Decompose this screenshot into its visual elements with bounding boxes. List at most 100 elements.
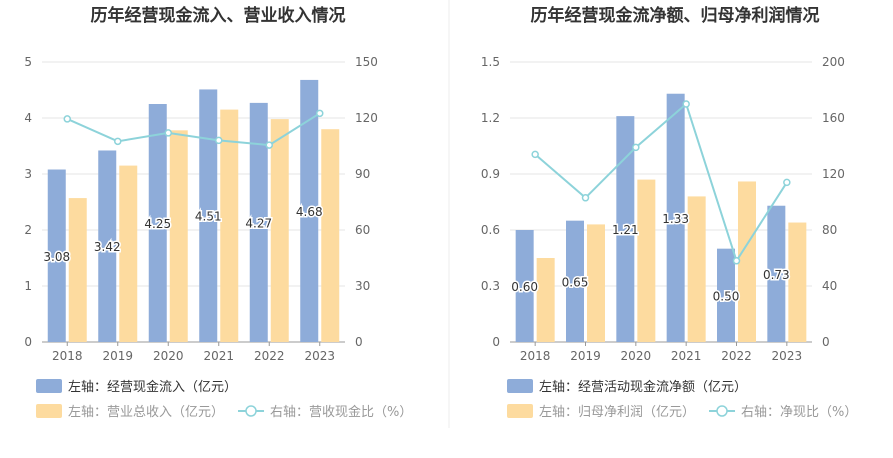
legend-swatch-bar: [36, 404, 62, 418]
x-tick-label: 2023: [304, 349, 335, 363]
bar-series-2: [119, 165, 138, 342]
legend-swatch-bar: [36, 379, 62, 393]
ratio-point: [114, 137, 122, 146]
y-right-tick-label: 30: [355, 279, 370, 293]
y-right-tick-label: 40: [822, 279, 837, 293]
ratio-point: [531, 150, 539, 159]
x-tick-label: 2021: [671, 349, 702, 363]
bar-series-2: [788, 222, 807, 342]
bar-series-2: [169, 130, 188, 342]
bar-series-2: [738, 181, 756, 342]
y-left-tick-label: 1: [24, 279, 32, 293]
y-left-tick-label: 3: [24, 167, 32, 181]
y-right-tick-label: 160: [822, 111, 845, 125]
y-right-tick-label: 120: [822, 167, 845, 181]
bar-data-label: 1.33: [662, 212, 689, 226]
bar-data-label: 4.51: [195, 210, 222, 224]
legend-swatch-bar: [507, 379, 533, 393]
ratio-point: [632, 143, 640, 152]
bar-series-2: [321, 129, 340, 342]
bar-data-label: 4.68: [296, 205, 323, 219]
x-tick-label: 2023: [772, 349, 803, 363]
bar-series-2: [68, 198, 87, 342]
bar-series-1: [249, 102, 268, 342]
bar-data-label: 3.08: [43, 250, 70, 264]
ratio-line: [534, 102, 788, 264]
y-right-tick-label: 0: [355, 335, 363, 349]
bar-data-label: 3.42: [94, 240, 121, 254]
y-right-tick-label: 0: [822, 335, 830, 349]
x-tick-label: 2021: [203, 349, 234, 363]
y-right-tick-label: 90: [355, 167, 370, 181]
x-tick-label: 2020: [621, 349, 652, 363]
x-tick-label: 2022: [254, 349, 285, 363]
bar-data-label: 4.27: [245, 216, 272, 230]
legend-swatch-bar: [507, 404, 533, 418]
y-right-tick-label: 120: [355, 111, 378, 125]
x-tick-label: 2020: [153, 349, 184, 363]
legend-label: 左轴：经营现金流入（亿元）: [68, 379, 237, 395]
y-left-tick-label: 0.9: [481, 167, 500, 181]
x-tick-label: 2022: [721, 349, 752, 363]
y-left-tick-label: 0: [492, 335, 500, 349]
bar-series-1: [566, 220, 584, 342]
ratio-point: [316, 109, 324, 118]
ratio-line: [66, 112, 321, 147]
bar-series-2: [270, 119, 289, 343]
ratio-point: [783, 178, 791, 187]
legend-label: 左轴：经营活动现金流净额（亿元）: [539, 379, 747, 395]
bar-data-label: 4.25: [144, 217, 171, 231]
bar-data-label: 0.65: [562, 275, 589, 289]
bar-series-2: [587, 224, 605, 342]
x-tick-label: 2019: [570, 349, 601, 363]
bar-series-2: [220, 109, 239, 342]
legend-label: 右轴：营收现金比（%）: [270, 404, 412, 420]
legend-swatch-marker: [245, 405, 257, 417]
x-tick-label: 2019: [102, 349, 133, 363]
x-tick-label: 2018: [520, 349, 551, 363]
ratio-point: [164, 129, 172, 137]
bar-series-1: [300, 79, 319, 343]
y-left-tick-label: 0.6: [481, 223, 500, 237]
y-left-tick-label: 0.3: [481, 279, 500, 293]
ratio-point: [732, 257, 741, 265]
ratio-point: [63, 115, 71, 123]
bar-series-2: [637, 179, 656, 342]
y-left-tick-label: 0: [24, 335, 32, 349]
bar-data-label: 1.21: [612, 223, 639, 237]
ratio-point: [682, 100, 690, 108]
bar-series-1: [515, 230, 534, 342]
y-right-tick-label: 200: [822, 55, 845, 69]
bar-data-label: 0.73: [763, 268, 790, 282]
ratio-point: [265, 141, 273, 149]
y-right-tick-label: 60: [355, 223, 370, 237]
y-right-tick-label: 150: [355, 55, 378, 69]
legend-label: 右轴：净现比（%）: [741, 405, 857, 420]
chart-panel-cash-inflow-revenue: 历年经营现金流入、营业收入情况 0 0 1 30 2 60 3 90 4 120 5 150 2018 3.…: [24, 5, 412, 420]
y-right-tick-label: 80: [822, 223, 837, 237]
bar-series-2: [536, 258, 555, 342]
chart-panel-net-cashflow-profit: 历年经营现金流净额、归母净利润情况 0 0 0.3 40 0.6 80 0.9 120 1.2 16…: [481, 5, 857, 420]
legend-label: 左轴：归母净利润（亿元）: [539, 405, 695, 420]
chart-title: 历年经营现金流净额、归母净利润情况: [531, 5, 820, 26]
y-left-tick-label: 5: [24, 55, 32, 69]
y-left-tick-label: 4: [24, 111, 32, 125]
bar-series-1: [616, 116, 635, 342]
y-left-tick-label: 1.5: [481, 55, 500, 69]
bar-series-1: [47, 169, 66, 342]
chart-title: 历年经营现金流入、营业收入情况: [91, 5, 346, 26]
bar-series-1: [199, 89, 218, 342]
bar-series-1: [767, 205, 786, 342]
legend-label: 左轴：营业总收入（亿元）: [68, 405, 224, 420]
bar-series-1: [717, 248, 735, 342]
bar-series-1: [666, 93, 685, 342]
bar-data-label: 0.60: [511, 280, 538, 294]
bar-series-1: [148, 104, 167, 342]
legend-swatch-marker: [716, 405, 728, 417]
bar-data-label: 0.50: [713, 289, 740, 303]
y-left-tick-label: 1.2: [481, 111, 500, 125]
ratio-point: [215, 136, 223, 145]
y-left-tick-label: 2: [24, 223, 32, 237]
bar-series-2: [687, 196, 706, 342]
